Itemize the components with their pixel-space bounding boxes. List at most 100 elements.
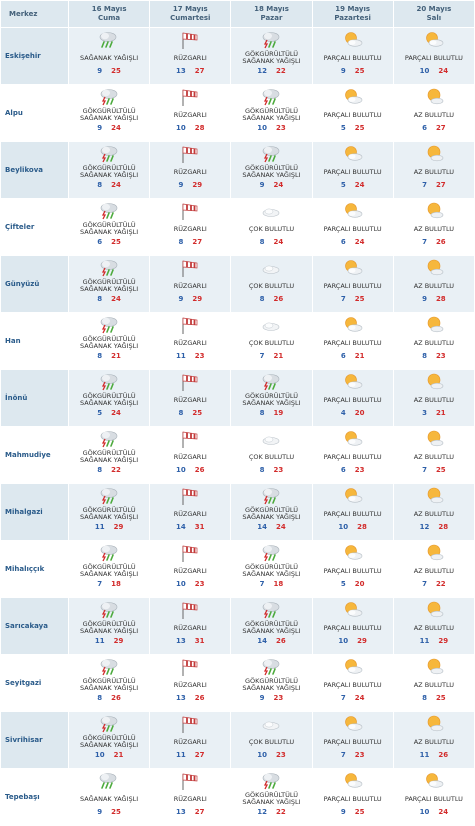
thunderstorm-icon <box>231 771 311 791</box>
min-temp: 8 <box>97 181 103 189</box>
condition-text: RÜZGARLI <box>173 680 207 689</box>
day-header: 16 Mayıs Cuma <box>69 1 150 27</box>
city-name[interactable]: Çifteler <box>1 199 68 255</box>
max-temp: 25 <box>354 124 365 132</box>
min-temp: 6 <box>340 352 346 360</box>
sun-cloud-icon <box>394 714 474 734</box>
forecast-cell: AZ BULUTLU 12 28 <box>393 484 474 540</box>
temperature-range: 14 26 <box>231 636 311 646</box>
temperature-range: 10 28 <box>150 123 230 133</box>
thunderstorm-icon <box>231 144 311 164</box>
temperature-range: 11 29 <box>69 522 149 532</box>
temperature-range: 14 31 <box>150 522 230 532</box>
min-temp: 4 <box>340 409 346 417</box>
condition-text: ÇOK BULUTLU <box>248 737 295 746</box>
city-name[interactable]: Mahmudiye <box>1 427 68 483</box>
city-name[interactable]: Mihalgazi <box>1 484 68 540</box>
city-name[interactable]: Günyüzü <box>1 256 68 312</box>
partly-cloudy-icon <box>313 315 393 335</box>
condition-text: GÖKGÜRÜLTÜLÜ SAĞANAK YAĞIŞLI <box>80 449 139 464</box>
temperature-range: 7 18 <box>231 579 311 589</box>
thunderstorm-icon <box>231 657 311 677</box>
min-temp: 10 <box>257 751 267 759</box>
max-temp: 25 <box>111 67 121 75</box>
temperature-range: 10 23 <box>231 750 311 760</box>
condition-text: PARÇALI BULUTLU <box>323 623 382 632</box>
max-temp: 28 <box>357 523 367 531</box>
max-temp: 22 <box>275 67 286 75</box>
city-name[interactable]: Eskişehir <box>1 28 68 84</box>
forecast-cell: GÖKGÜRÜLTÜLÜ SAĞANAK YAĞIŞLI 14 24 <box>231 484 312 540</box>
forecast-cell: RÜZGARLI 14 31 <box>150 484 231 540</box>
merkez-header: Merkez <box>1 1 68 27</box>
max-temp: 24 <box>273 238 284 246</box>
city-name[interactable]: Sarıcakaya <box>1 598 68 654</box>
city-name[interactable]: Tepebaşı <box>1 769 68 825</box>
min-temp: 7 <box>422 238 427 246</box>
condition-text: GÖKGÜRÜLTÜLÜ SAĞANAK YAĞIŞLI <box>242 107 301 122</box>
max-temp: 18 <box>273 580 284 588</box>
condition-text: PARÇALI BULUTLU <box>323 452 382 461</box>
max-temp: 22 <box>275 808 286 816</box>
temperature-range: 9 29 <box>150 294 230 304</box>
forecast-cell: AZ BULUTLU 9 28 <box>393 256 474 312</box>
max-temp: 21 <box>354 352 365 360</box>
city-name[interactable]: Sivrihisar <box>1 712 68 768</box>
min-temp: 7 <box>340 751 346 759</box>
min-temp: 13 <box>176 67 186 75</box>
partly-cloudy-icon <box>313 258 393 278</box>
min-temp: 14 <box>257 523 267 531</box>
forecast-body: Eskişehir SAĞANAK YAĞIŞLI 9 25 RÜZGARLI 13 27 G… <box>1 28 474 825</box>
temperature-range: 7 27 <box>394 180 474 190</box>
temperature-range: 8 24 <box>231 237 311 247</box>
condition-text: PARÇALI BULUTLU <box>323 509 382 518</box>
min-temp: 7 <box>422 466 427 474</box>
partly-cloudy-icon <box>313 429 393 449</box>
condition-text: AZ BULUTLU <box>413 623 454 632</box>
max-temp: 24 <box>111 295 121 303</box>
city-name[interactable]: Beylikova <box>1 142 68 198</box>
thunderstorm-icon <box>69 315 149 335</box>
max-temp: 26 <box>435 238 446 246</box>
city-name[interactable]: Alpu <box>1 85 68 141</box>
forecast-cell: RÜZGARLI 9 29 <box>150 142 231 198</box>
day-header: 19 Mayıs Pazartesi <box>312 1 393 27</box>
city-name[interactable]: İnönü <box>1 370 68 426</box>
max-temp: 27 <box>194 808 205 816</box>
min-temp: 9 <box>97 808 103 816</box>
min-temp: 8 <box>422 352 427 360</box>
min-temp: 8 <box>259 295 265 303</box>
min-temp: 7 <box>422 580 427 588</box>
thunderstorm-icon <box>69 543 149 563</box>
forecast-cell: GÖKGÜRÜLTÜLÜ SAĞANAK YAĞIŞLI 6 25 <box>69 199 150 255</box>
max-temp: 21 <box>111 352 121 360</box>
windsock-icon <box>150 600 230 620</box>
min-temp: 8 <box>178 238 184 246</box>
sun-cloud-icon <box>394 258 474 278</box>
forecast-cell: RÜZGARLI 8 27 <box>150 199 231 255</box>
temperature-range: 10 26 <box>150 465 230 475</box>
city-name[interactable]: Han <box>1 313 68 369</box>
city-name[interactable]: Mihalıççık <box>1 541 68 597</box>
windsock-icon <box>150 372 230 392</box>
forecast-cell: PARÇALI BULUTLU 7 25 <box>312 256 393 312</box>
min-temp: 6 <box>97 238 103 246</box>
min-temp: 11 <box>176 352 186 360</box>
min-temp: 13 <box>176 808 186 816</box>
thunderstorm-icon <box>69 657 149 677</box>
windsock-icon <box>150 543 230 563</box>
forecast-cell: GÖKGÜRÜLTÜLÜ SAĞANAK YAĞIŞLI 9 24 <box>231 142 312 198</box>
temperature-range: 6 21 <box>313 351 393 361</box>
max-temp: 29 <box>192 181 203 189</box>
forecast-cell: SAĞANAK YAĞIŞLI 9 25 <box>69 769 150 825</box>
max-temp: 23 <box>435 352 446 360</box>
city-name[interactable]: Seyitgazi <box>1 655 68 711</box>
min-temp: 8 <box>97 466 103 474</box>
temperature-range: 7 25 <box>313 294 393 304</box>
condition-text: GÖKGÜRÜLTÜLÜ SAĞANAK YAĞIŞLI <box>80 506 139 521</box>
temperature-range: 11 29 <box>394 636 474 646</box>
condition-text: AZ BULUTLU <box>413 281 454 290</box>
condition-text: RÜZGARLI <box>173 395 207 404</box>
temperature-range: 10 28 <box>313 522 393 532</box>
max-temp: 21 <box>435 409 446 417</box>
